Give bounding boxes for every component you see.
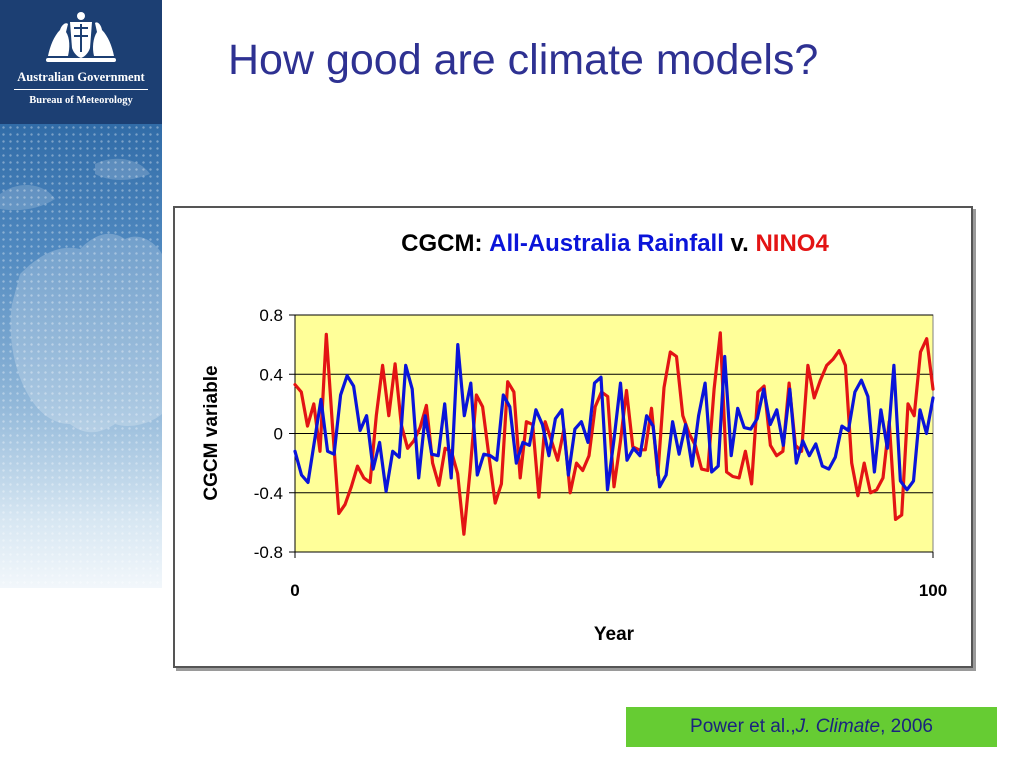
y-tick-label: 0 <box>274 425 283 444</box>
chart-title-part-1: All-Australia Rainfall <box>489 230 724 257</box>
y-tick-label: -0.4 <box>254 484 283 503</box>
y-tick-label: 0.8 <box>259 306 283 325</box>
government-name: Australian Government <box>17 70 145 84</box>
line-chart: CGCM: All-Australia Rainfall v. NINO4 -0… <box>201 230 947 645</box>
citation-box: Power et al., J. Climate, 2006 <box>626 707 997 747</box>
citation-authors: Power et al., <box>690 716 796 737</box>
chart-title-part-3: NINO4 <box>755 230 829 257</box>
citation-journal: J. Climate <box>795 716 881 737</box>
chart-title-part-2: v. <box>724 230 756 257</box>
slide-title: How good are climate models? <box>228 36 819 84</box>
logo-divider <box>14 89 148 90</box>
x-axis-label: Year <box>594 624 635 645</box>
australia-map <box>0 158 162 433</box>
chart-title-part-0: CGCM: <box>401 230 489 257</box>
x-tick-label: 100 <box>919 581 947 600</box>
chart-title: CGCM: All-Australia Rainfall v. NINO4 <box>401 230 829 257</box>
y-tick-label: 0.4 <box>259 365 283 384</box>
x-tick-label: 0 <box>290 581 299 600</box>
bureau-name: Bureau of Meteorology <box>29 95 133 106</box>
government-logo: Australian Government Bureau of Meteorol… <box>0 0 162 124</box>
chart-frame: CGCM: All-Australia Rainfall v. NINO4 -0… <box>173 206 973 668</box>
y-axis-label: CGCM variable <box>201 365 222 500</box>
dot-pattern <box>0 124 162 588</box>
y-tick-label: -0.8 <box>254 543 283 562</box>
series-line-1 <box>293 343 935 493</box>
citation-year: , 2006 <box>880 716 933 737</box>
coat-of-arms-icon <box>46 12 116 62</box>
sidebar-banner: Australian Government Bureau of Meteorol… <box>0 0 162 588</box>
